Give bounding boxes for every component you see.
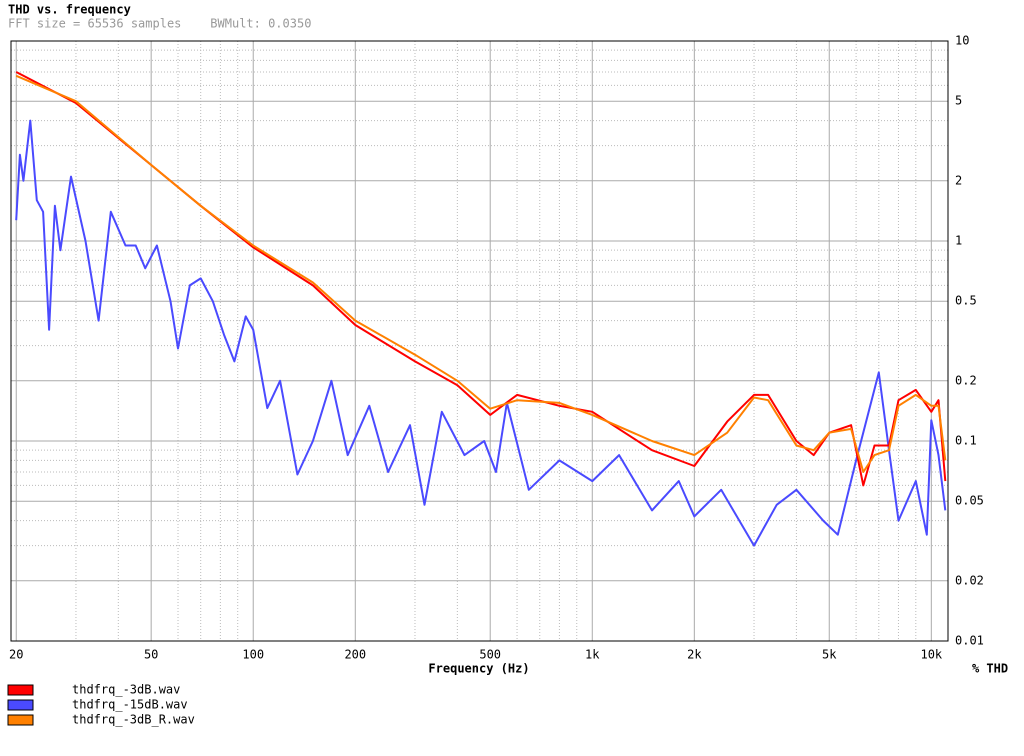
x-tick-label: 200 (344, 648, 366, 662)
x-tick-label: 2k (687, 648, 702, 662)
x-tick-label: 1k (585, 648, 600, 662)
y-axis-label: % THD (972, 662, 1008, 676)
x-tick-label: 500 (479, 648, 501, 662)
legend-swatch (7, 699, 34, 711)
legend-label: thdfrq_-15dB.wav (72, 698, 188, 712)
series-line (15, 119, 947, 547)
series-line (15, 71, 947, 487)
x-tick-label: 5k (822, 648, 837, 662)
plot-lines (15, 71, 947, 547)
x-tick-label: 10k (920, 648, 942, 662)
x-axis-label: Frequency (Hz) (428, 662, 529, 676)
legend-swatch (7, 684, 34, 696)
y-tick-label: 0.2 (955, 373, 977, 387)
y-tick-label: 5 (955, 94, 962, 108)
chart-subtitle: FFT size = 65536 samples BWMult: 0.0350 (8, 17, 311, 31)
legend: thdfrq_-3dB.wavthdfrq_-15dB.wavthdfrq_-3… (7, 683, 195, 727)
y-tick-label: 0.1 (955, 434, 977, 448)
legend-label: thdfrq_-3dB.wav (72, 683, 180, 697)
x-tick-label: 100 (242, 648, 264, 662)
grid (11, 40, 948, 642)
x-tick-label: 50 (144, 648, 158, 662)
y-tick-label: 10 (955, 34, 969, 48)
y-tick-label: 0.05 (955, 494, 984, 508)
legend-swatch (7, 714, 34, 726)
y-tick-label: 2 (955, 173, 962, 187)
y-tick-label: 0.01 (955, 634, 984, 648)
y-tick-label: 0.02 (955, 573, 984, 587)
y-tick-label: 0.5 (955, 294, 977, 308)
plot-frame (10, 40, 949, 642)
chart-title: THD vs. frequency (8, 3, 131, 17)
x-tick-label: 20 (9, 648, 23, 662)
series-line (15, 74, 947, 473)
y-tick-label: 1 (955, 234, 962, 248)
legend-label: thdfrq_-3dB_R.wav (72, 713, 195, 727)
